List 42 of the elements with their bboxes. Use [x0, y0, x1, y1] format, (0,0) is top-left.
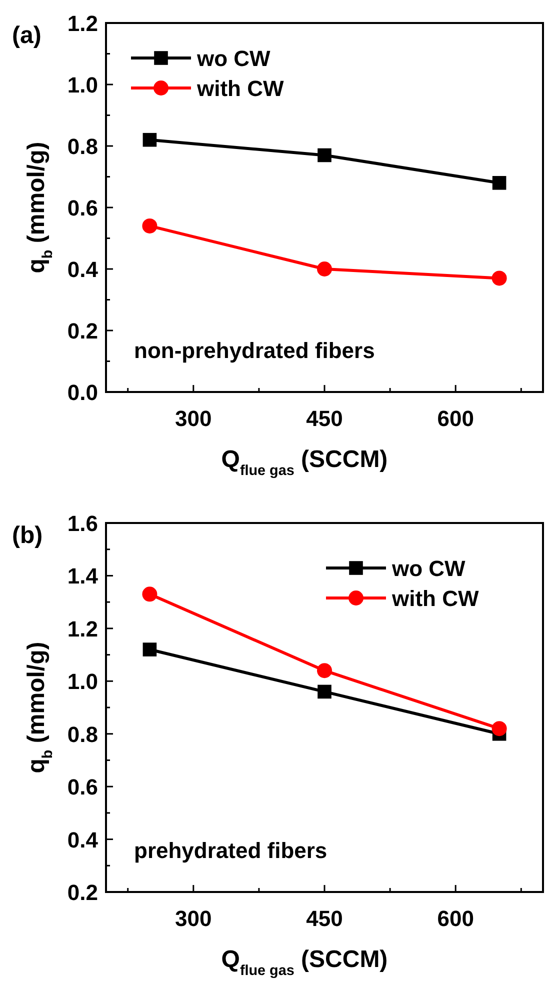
point	[142, 642, 157, 656]
x-tick-label: 300	[175, 406, 212, 431]
legend-label: with CW	[196, 76, 284, 101]
y-tick-label: 1.4	[67, 564, 99, 589]
y-tick-label: 0.8	[67, 722, 98, 747]
point	[318, 684, 332, 699]
legend-label: with CW	[391, 586, 479, 611]
y-tick-label: 0.4	[67, 257, 99, 282]
x-axis-title: Q$_{flue gas}$ (SCCM)	[221, 946, 388, 979]
point	[142, 586, 158, 602]
chart-title: (a)	[12, 22, 42, 49]
point	[317, 663, 332, 678]
point	[492, 176, 506, 190]
y-tick-label: 1.0	[67, 669, 98, 694]
point	[142, 132, 157, 147]
y-tick-label: 0.6	[67, 774, 98, 800]
annotation: non-prehydrated fibers	[134, 338, 375, 363]
x-tick-label: 600	[437, 406, 474, 431]
y-tick-label: 0.2	[67, 880, 98, 905]
y-tick-label: 0.6	[67, 196, 98, 220]
legend-label: wo CW	[391, 556, 466, 581]
point	[317, 262, 332, 276]
y-tick-label: 0.4	[67, 827, 99, 852]
point	[318, 148, 332, 162]
y-tick-label: 0.0	[67, 380, 98, 405]
y-tick-label: 1.2	[67, 11, 98, 36]
y-tick-label: 1.2	[67, 616, 98, 642]
legend-label: wo CW	[196, 46, 271, 71]
y-tick-label: 1.6	[67, 511, 98, 536]
point	[492, 721, 507, 736]
y-tick-label: 0.2	[67, 318, 98, 344]
x-tick-label: 300	[175, 906, 212, 931]
annotation: prehydrated fibers	[134, 838, 328, 863]
chart-title: (b)	[12, 522, 43, 549]
x-tick-label: 450	[306, 906, 343, 931]
point	[142, 218, 158, 234]
x-tick-label: 450	[306, 406, 343, 431]
y-tick-label: 0.8	[67, 134, 98, 159]
y-tick-label: 1.0	[67, 72, 98, 98]
x-axis-title: Q$_{flue gas}$ (SCCM)	[221, 446, 388, 479]
x-tick-label: 600	[437, 906, 474, 931]
point	[492, 270, 507, 286]
